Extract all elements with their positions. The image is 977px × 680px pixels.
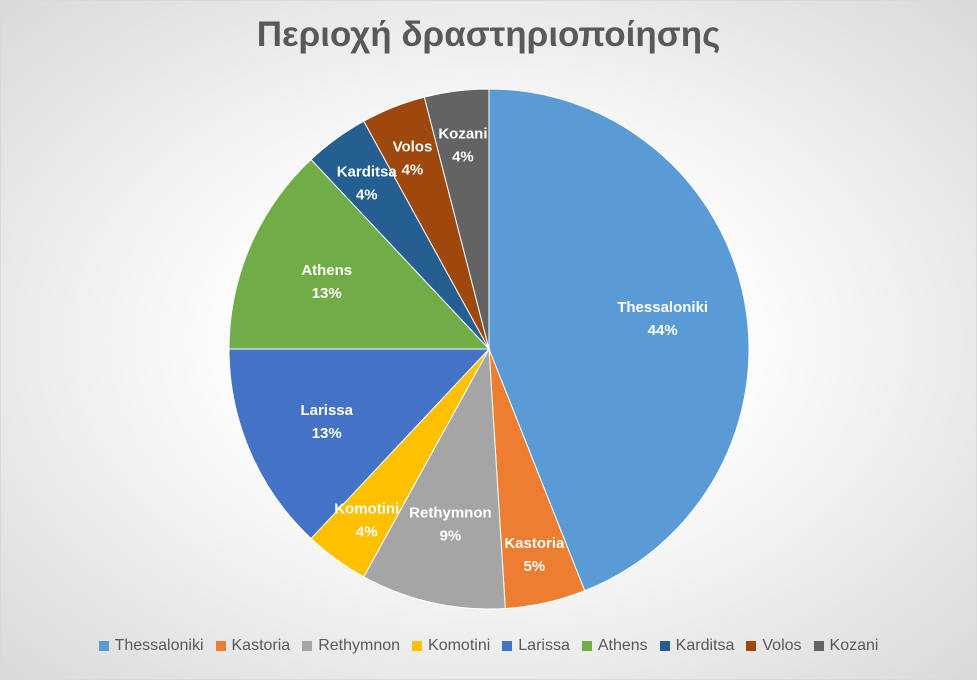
data-label-percent: 4% bbox=[356, 523, 378, 540]
legend-item: Karditsa bbox=[659, 637, 735, 655]
legend-swatch bbox=[302, 641, 313, 651]
legend-item: Athens bbox=[581, 637, 648, 655]
chart-legend: Thessaloniki Kastoria Rethymnon Komotini Lar… bbox=[1, 637, 976, 655]
data-label-category: Athens bbox=[301, 262, 352, 279]
chart-title: Περιοχή δραστηριοποίησης bbox=[256, 15, 721, 54]
data-label-percent: 5% bbox=[524, 558, 546, 575]
pie-slice-kozani bbox=[423, 88, 490, 350]
legend-item: Kastoria bbox=[215, 637, 291, 655]
legend-label: Larissa bbox=[518, 637, 570, 654]
legend-label: Kastoria bbox=[231, 637, 291, 654]
legend-label: Komotini bbox=[428, 637, 491, 654]
pie-slices bbox=[228, 88, 750, 610]
legend-label: Karditsa bbox=[675, 637, 735, 654]
legend-label: Volos bbox=[762, 637, 802, 654]
legend-swatch bbox=[412, 641, 423, 651]
data-label-category: Kastoria bbox=[504, 535, 565, 552]
data-label-percent: 4% bbox=[402, 162, 424, 179]
data-label-category: Komotini bbox=[334, 500, 399, 517]
data-label-percent: 13% bbox=[312, 285, 342, 302]
legend-swatch bbox=[98, 641, 109, 651]
legend-swatch bbox=[581, 641, 592, 651]
legend-swatch bbox=[215, 641, 226, 651]
legend-item: Komotini bbox=[412, 637, 490, 655]
legend-label: Athens bbox=[597, 637, 648, 654]
legend-label: Thessaloniki bbox=[114, 637, 204, 654]
data-label-category: Larissa bbox=[300, 402, 353, 419]
data-label-percent: 9% bbox=[440, 528, 462, 545]
data-label-category: Rethymnon bbox=[409, 505, 492, 522]
legend-swatch bbox=[502, 641, 513, 651]
data-label-category: Volos bbox=[393, 139, 433, 156]
legend-item: Rethymnon bbox=[302, 637, 400, 655]
legend-label: Kozani bbox=[829, 637, 879, 654]
pie-slice-rethymnon bbox=[363, 347, 506, 610]
pie-slice-thessaloniki bbox=[488, 88, 750, 592]
pie-slice-athens bbox=[228, 158, 491, 350]
legend-item: Thessaloniki bbox=[98, 637, 204, 655]
legend-item: Volos bbox=[746, 637, 802, 655]
pie-slice-larissa bbox=[228, 348, 491, 540]
data-label-percent: 13% bbox=[312, 425, 342, 442]
legend-item: Larissa bbox=[502, 637, 570, 655]
data-label-category: Kozani bbox=[438, 126, 487, 143]
data-label-category: Thessaloniki bbox=[617, 299, 708, 316]
pie-chart: Thessaloniki 44% Kastoria 5% Rethymnon 9% Komo… bbox=[228, 88, 750, 610]
data-label-percent: 44% bbox=[648, 322, 678, 339]
pie-labels: Thessaloniki 44% Kastoria 5% Rethymnon 9% Komo… bbox=[300, 126, 708, 575]
data-label-category: Karditsa bbox=[337, 164, 398, 181]
data-label-percent: 4% bbox=[356, 187, 378, 204]
legend-swatch bbox=[813, 641, 824, 651]
legend-item: Kozani bbox=[813, 637, 879, 655]
legend-swatch bbox=[659, 641, 670, 651]
data-label-percent: 4% bbox=[452, 149, 474, 166]
legend-label: Rethymnon bbox=[318, 637, 401, 654]
legend-swatch bbox=[746, 641, 757, 651]
